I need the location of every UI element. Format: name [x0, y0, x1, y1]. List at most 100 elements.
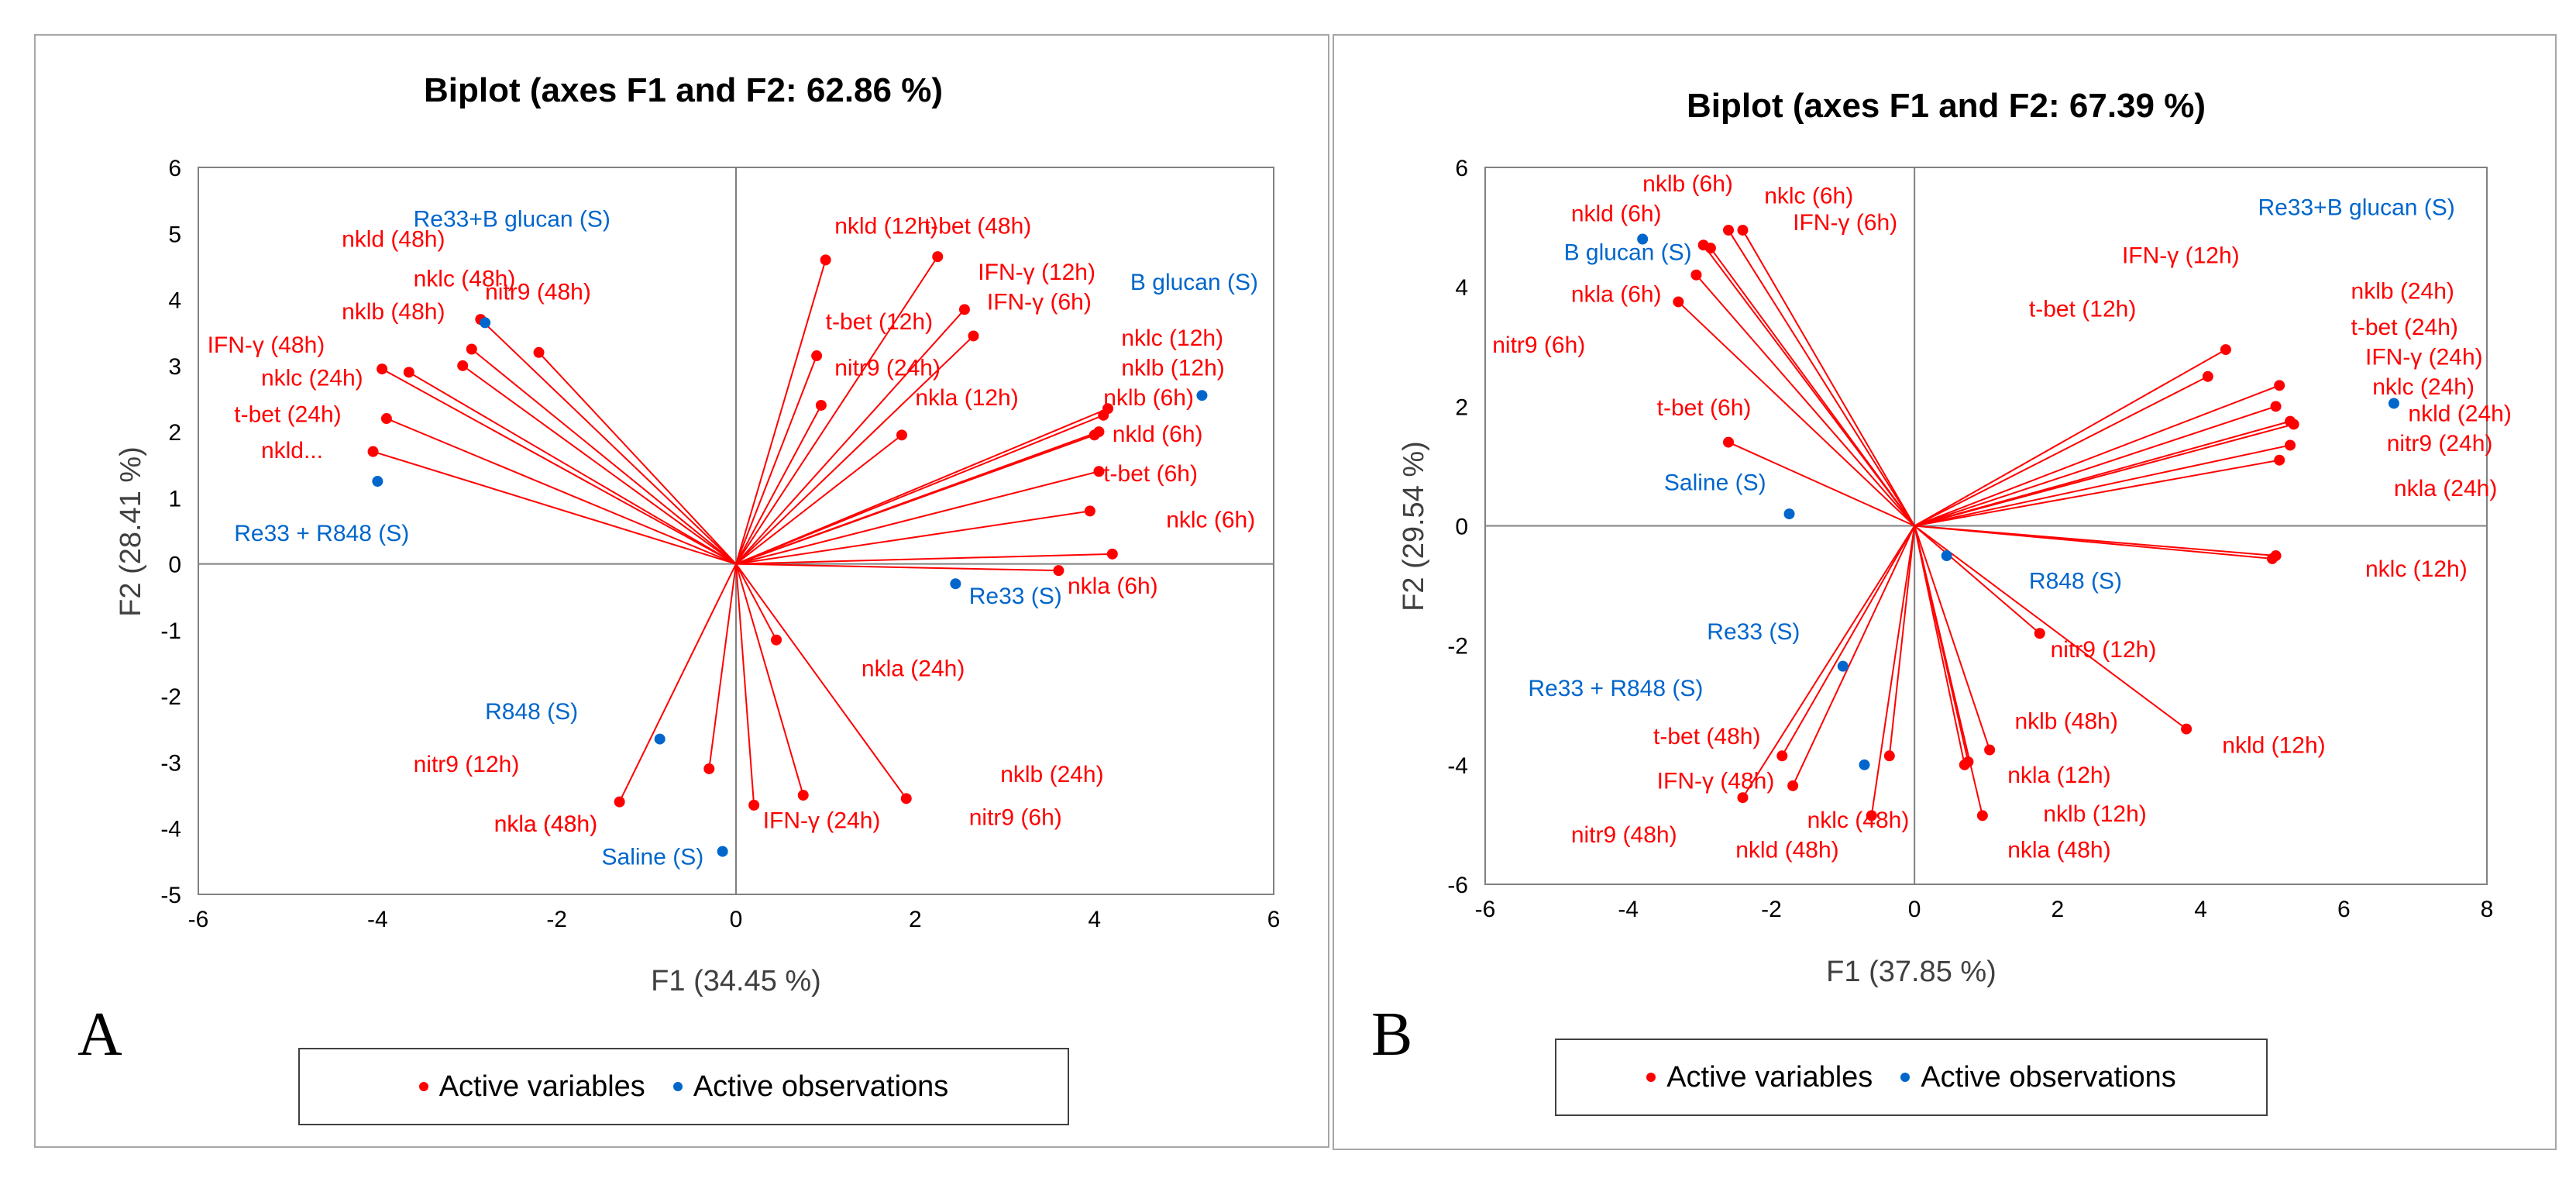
variable-label: nkld (24h) — [2408, 401, 2511, 427]
y-tick-label: -1 — [160, 618, 181, 644]
variable-point — [457, 360, 469, 371]
variable-point — [703, 763, 715, 774]
x-tick-label: 0 — [1908, 897, 1921, 922]
y-tick-label: 4 — [168, 288, 181, 314]
variable-marker-icon — [1646, 1073, 1656, 1082]
x-tick-label: 8 — [2481, 897, 2494, 922]
variable-vector — [1914, 525, 1991, 750]
variable-point — [1723, 436, 1735, 448]
variable-label: nitr9 (6h) — [969, 804, 1062, 830]
variable-vector — [462, 365, 737, 565]
variable-vector — [381, 368, 737, 565]
x-tick-label: -2 — [1761, 897, 1782, 922]
y-tick-label: 4 — [1455, 275, 1468, 301]
variable-vector — [735, 563, 777, 641]
variable-label: nklc (24h) — [261, 365, 363, 391]
variable-point — [2034, 628, 2045, 639]
variable-label: nitr9 (24h) — [2387, 431, 2493, 456]
y-tick-label: -4 — [160, 817, 181, 842]
x-tick-label: -6 — [188, 907, 209, 932]
observation-label: Saline (S) — [602, 845, 704, 870]
variable-vector — [618, 563, 737, 803]
y-tick-label: -6 — [1447, 873, 1468, 898]
variable-point — [2274, 380, 2285, 391]
legend-b: Active variables Active observations — [1555, 1039, 2268, 1116]
variable-vector — [1914, 525, 1983, 816]
x-tick-label: 6 — [1267, 907, 1281, 932]
variable-label: nklb (12h) — [1121, 356, 1224, 381]
variable-vector — [735, 563, 1059, 572]
variable-vector — [735, 563, 907, 799]
variable-point — [2274, 454, 2285, 466]
observation-label: Re33+B glucan (S) — [2258, 195, 2454, 221]
variable-label: nklc (12h) — [2365, 556, 2468, 582]
y-tick-label: -2 — [160, 684, 181, 710]
y-tick-label: -3 — [160, 750, 181, 776]
variable-vector — [1870, 525, 1916, 816]
biplot-panel-a: -6 -4 -2 0 2 4 6 -5 -4 -3 -2 -1 0 1 2 3 4 5 6 Biplot (axes … — [34, 34, 1329, 1148]
x-tick-label: -4 — [367, 907, 388, 932]
variable-label: nklc (6h) — [1764, 183, 1853, 208]
y-tick-label: 6 — [1455, 156, 1468, 181]
observation-point — [480, 317, 491, 329]
variable-point — [1089, 429, 1100, 441]
variable-vector — [1914, 525, 1966, 766]
y-axis-title: F2 (28.41 %) — [115, 446, 147, 617]
variable-vector — [1792, 525, 1916, 787]
variable-label: t-bet (6h) — [1103, 461, 1198, 487]
variable-point — [968, 330, 979, 342]
variable-point — [958, 304, 970, 315]
variable-label: nklc (6h) — [1166, 508, 1255, 533]
x-axis-title: F1 (34.45 %) — [651, 965, 821, 997]
y-tick-label: 3 — [168, 354, 181, 380]
variable-vector — [1914, 525, 2187, 730]
legend-observations-label: Active observations — [1921, 1060, 2176, 1094]
variable-point — [900, 793, 912, 804]
variable-label: nkla (48h) — [494, 811, 597, 837]
legend-variables-label: Active variables — [439, 1070, 645, 1103]
observation-label: Re33+B glucan (S) — [414, 207, 610, 233]
variable-point — [377, 363, 388, 375]
variable-point — [2181, 723, 2193, 735]
variable-point — [1093, 466, 1105, 477]
variable-vector — [1914, 384, 2280, 527]
variable-point — [1704, 243, 1716, 254]
observation-marker-icon — [1900, 1073, 1911, 1082]
variable-vector — [735, 256, 939, 565]
variable-point — [1737, 224, 1749, 236]
variable-label: nklb (48h) — [2014, 709, 2117, 735]
variable-point — [1776, 750, 1788, 762]
panel-label-b: B — [1371, 1001, 1413, 1069]
variable-vector — [735, 414, 1104, 565]
observation-point — [1859, 759, 1870, 770]
variable-vector — [735, 434, 1095, 565]
variable-point — [1690, 269, 1702, 281]
biplot-b-svg: -6 -4 -2 0 2 4 6 8 -6 -4 -2 0 2 4 6 Biplot (axes F1 and… — [1398, 87, 2512, 988]
variable-label: nitr9 (48h) — [1571, 822, 1677, 848]
observation-label: B glucan (S) — [1130, 270, 1258, 295]
variable-label: nklc (48h) — [1807, 808, 1910, 833]
variable-point — [815, 399, 827, 411]
variable-vector — [708, 563, 737, 770]
observation-marker-icon — [672, 1082, 683, 1091]
y-tick-label: 0 — [1455, 515, 1468, 540]
variable-point — [820, 254, 831, 266]
variable-point — [466, 343, 477, 355]
variable-label: t-bet (6h) — [1657, 395, 1752, 421]
variable-vector — [735, 308, 965, 565]
variable-vector — [480, 319, 737, 565]
variable-vector — [538, 352, 737, 565]
variable-point — [403, 367, 414, 378]
legend-item-observations: Active observations — [672, 1070, 948, 1104]
variable-label: nklb (24h) — [1000, 762, 1103, 787]
variable-point — [1084, 505, 1095, 517]
variable-label: IFN-γ (12h) — [978, 260, 1095, 285]
biplot-a-svg: -6 -4 -2 0 2 4 6 -5 -4 -3 -2 -1 0 1 2 3 4 5 6 Biplot (axes … — [115, 71, 1281, 997]
variable-label: IFN-γ (6h) — [987, 289, 1092, 315]
variable-point — [771, 634, 782, 646]
variable-vector — [1914, 405, 2276, 527]
variable-label: nitr9 (24h) — [834, 356, 941, 381]
variable-vector — [1914, 349, 2227, 527]
variable-label: t-bet (24h) — [2351, 315, 2458, 340]
variable-point — [1098, 409, 1109, 421]
